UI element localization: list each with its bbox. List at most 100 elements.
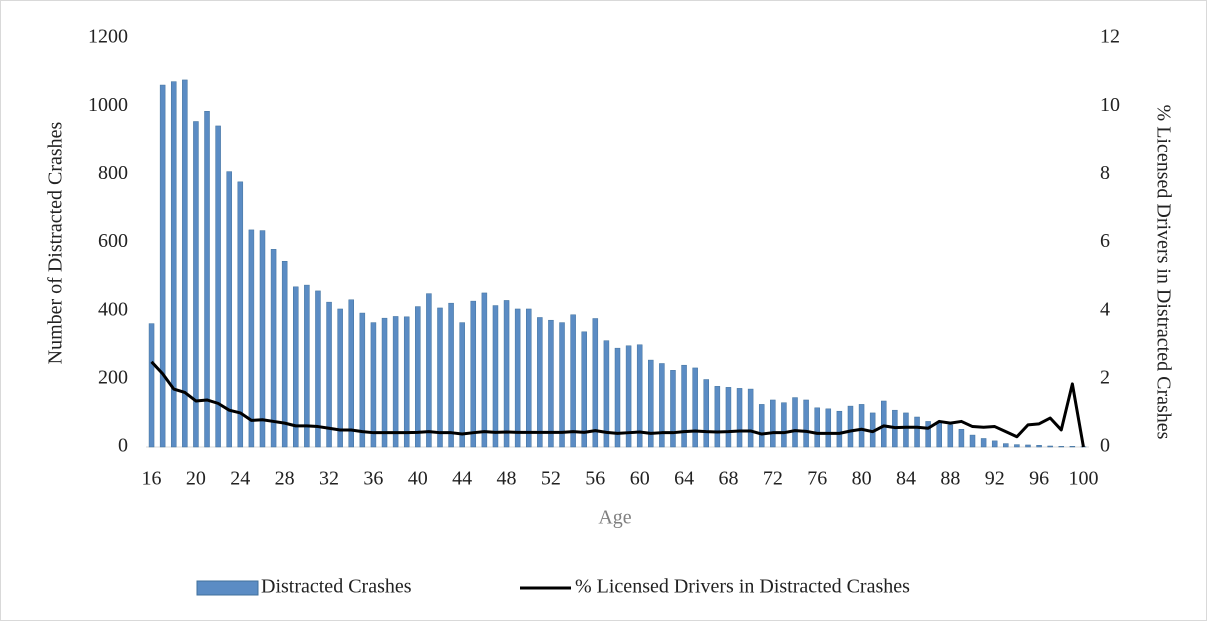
bar (991, 440, 998, 448)
bar (437, 307, 443, 448)
legend-label: Distracted Crashes (261, 576, 412, 598)
bar (659, 363, 665, 448)
bar (581, 331, 587, 448)
legend-label: % Licensed Drivers in Distracted Crashes (575, 576, 910, 598)
y2-tick-label: 4 (1100, 298, 1110, 320)
x-tick-label: 16 (142, 468, 162, 490)
y2-tick-label: 10 (1100, 94, 1120, 116)
bar (148, 323, 155, 448)
bar (470, 300, 477, 448)
bar (770, 399, 776, 448)
y-axis-title: Number of Distracted Crashes (45, 121, 67, 364)
bar (548, 319, 554, 448)
bar (304, 284, 310, 448)
x-tick-label: 100 (1068, 468, 1098, 490)
bar (315, 290, 321, 448)
x-tick-label: 20 (186, 468, 206, 490)
bar (858, 404, 865, 448)
bar (825, 408, 832, 448)
bar (326, 301, 332, 448)
bar (293, 286, 299, 448)
bar (603, 340, 610, 448)
x-tick-label: 32 (319, 468, 339, 490)
x-tick-label: 92 (985, 468, 1005, 490)
y-tick-label: 1000 (88, 94, 128, 116)
bar (670, 370, 676, 448)
y-tick-label: 200 (98, 366, 128, 388)
bar (1058, 446, 1065, 448)
x-tick-label: 24 (230, 468, 250, 490)
bar (503, 300, 510, 448)
bar (204, 111, 210, 448)
y-tick-label: 400 (98, 298, 128, 320)
bar (492, 305, 499, 448)
bar (1047, 445, 1053, 448)
y2-tick-label: 0 (1100, 435, 1110, 457)
bar (792, 397, 798, 448)
bar (803, 399, 809, 448)
bar (914, 416, 920, 448)
y2-tick-label: 12 (1100, 26, 1120, 48)
bar (980, 438, 987, 448)
bar (714, 386, 721, 448)
bar (814, 407, 820, 448)
bar (159, 84, 166, 448)
x-tick-label: 28 (275, 468, 295, 490)
bar (459, 322, 465, 448)
line (150, 360, 1085, 448)
bar (514, 308, 521, 448)
bar (1036, 445, 1042, 448)
bar (226, 171, 232, 448)
bar (381, 317, 388, 448)
bar (570, 314, 576, 448)
y-tick-label: 0 (118, 435, 128, 457)
y2-axis-title: % Licensed Drivers in Distracted Crashes (1152, 105, 1174, 440)
x-tick-label: 56 (585, 468, 605, 490)
bar (592, 318, 599, 448)
x-tick-label: 84 (896, 468, 916, 490)
bar (193, 121, 199, 448)
bar (925, 421, 931, 448)
y-tick-label: 800 (98, 162, 128, 184)
x-tick-label: 40 (408, 468, 428, 490)
bar (403, 316, 410, 448)
x-tick-label: 48 (497, 468, 517, 490)
bar (648, 359, 654, 448)
bar (836, 410, 843, 448)
bar (1014, 444, 1020, 448)
x-tick-label: 72 (763, 468, 783, 490)
x-tick-label: 68 (718, 468, 738, 490)
bar (847, 405, 854, 448)
bar (947, 424, 954, 448)
bar (237, 181, 244, 448)
y2-tick-label: 6 (1100, 230, 1110, 252)
bar (337, 308, 343, 448)
x-tick-label: 52 (541, 468, 561, 490)
bar (359, 312, 366, 448)
bar (392, 316, 399, 448)
bar (958, 429, 965, 448)
bar (170, 81, 177, 448)
bar (636, 344, 643, 448)
y-tick-label: 1200 (88, 26, 128, 48)
bar (614, 347, 621, 448)
x-tick-label: 80 (852, 468, 872, 490)
x-tick-label: 88 (940, 468, 960, 490)
bar (215, 125, 221, 448)
bar (281, 260, 288, 448)
bar (448, 302, 454, 448)
bar (537, 317, 543, 448)
x-axis-title: Age (598, 507, 631, 529)
bar (270, 249, 277, 448)
bar (481, 292, 488, 448)
legend-swatch (196, 580, 259, 596)
x-tick-label: 36 (363, 468, 383, 490)
bar (370, 322, 377, 448)
bar (969, 434, 976, 448)
bar (426, 293, 432, 448)
bar (725, 387, 732, 448)
bar (1025, 444, 1031, 448)
bar (348, 299, 354, 448)
bar (248, 229, 255, 448)
